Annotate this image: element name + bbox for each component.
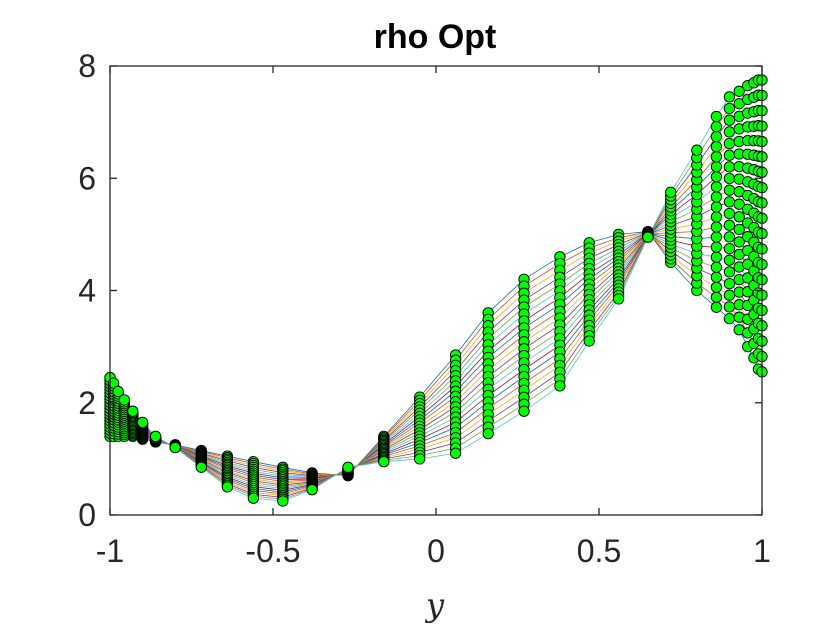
data-point: [733, 85, 745, 97]
data-point: [612, 293, 625, 305]
data-point: [691, 144, 703, 156]
axis-ticks: -1 -0.5 0 0.5 1 0 2 4 6 8: [78, 48, 771, 569]
data-point: [710, 110, 723, 123]
x-tick-label: -1: [96, 533, 124, 569]
data-point: [723, 219, 736, 231]
y-tick-label: 4: [78, 273, 96, 309]
data-point: [723, 231, 736, 243]
data-point: [723, 137, 736, 150]
x-tick-label: -0.5: [245, 533, 300, 569]
data-point: [449, 447, 462, 459]
y-tick-label: 0: [78, 497, 96, 533]
data-point: [723, 266, 736, 278]
series-markers: [104, 74, 768, 507]
x-tick-label: 1: [753, 533, 771, 569]
data-point: [554, 380, 566, 392]
data-point: [710, 221, 723, 233]
y-tick-label: 2: [78, 385, 96, 421]
data-point: [710, 171, 723, 183]
data-point: [723, 254, 736, 266]
data-point: [149, 430, 162, 443]
data-point: [733, 211, 745, 223]
data-point: [665, 186, 677, 198]
data-point: [710, 130, 723, 143]
data-point: [723, 114, 736, 126]
data-point: [723, 91, 736, 103]
data-point: [723, 207, 736, 220]
data-point: [306, 484, 318, 496]
data-point: [733, 198, 745, 210]
data-point: [136, 416, 149, 429]
data-point: [710, 281, 723, 293]
data-point: [710, 191, 723, 203]
data-point: [723, 312, 736, 325]
x-axis-label: y: [424, 586, 445, 624]
data-point: [195, 461, 207, 473]
data-point: [710, 211, 723, 223]
data-point: [710, 201, 723, 213]
data-point: [118, 394, 130, 406]
data-point: [723, 301, 736, 313]
data-point: [710, 261, 723, 273]
data-point: [482, 427, 494, 440]
data-point: [277, 495, 289, 507]
data-point: [710, 161, 723, 173]
data-point: [733, 236, 745, 248]
chart-title: rho Opt: [374, 18, 497, 56]
data-point: [723, 161, 736, 173]
data-point: [112, 385, 124, 398]
data-point: [378, 456, 390, 468]
data-point: [723, 242, 736, 255]
data-point: [127, 405, 139, 417]
data-point: [723, 149, 736, 161]
x-tick-label: 0.5: [577, 533, 621, 569]
data-point: [518, 405, 530, 417]
data-point: [414, 453, 426, 465]
data-point: [710, 251, 723, 263]
y-tick-label: 8: [78, 48, 96, 84]
data-point: [710, 120, 723, 133]
data-point: [723, 184, 736, 196]
data-point: [723, 289, 736, 301]
data-point: [710, 291, 723, 303]
data-point: [221, 481, 234, 493]
data-point: [710, 241, 723, 253]
plot-area: [110, 66, 762, 515]
data-point: [710, 231, 723, 243]
data-point: [723, 126, 736, 138]
data-point: [710, 140, 723, 153]
y-tick-label: 6: [78, 160, 96, 196]
data-point: [169, 441, 181, 454]
data-point: [710, 271, 723, 283]
data-point: [733, 223, 745, 236]
data-point: [247, 492, 260, 504]
data-point: [583, 335, 595, 347]
x-tick-label: 0: [427, 533, 445, 569]
data-point: [723, 277, 736, 290]
data-point: [710, 151, 723, 163]
data-point: [642, 231, 654, 243]
data-point: [710, 301, 723, 313]
data-point: [723, 102, 736, 115]
data-point: [342, 461, 354, 473]
data-point: [710, 181, 723, 193]
data-point: [723, 196, 736, 208]
data-point: [723, 172, 736, 185]
